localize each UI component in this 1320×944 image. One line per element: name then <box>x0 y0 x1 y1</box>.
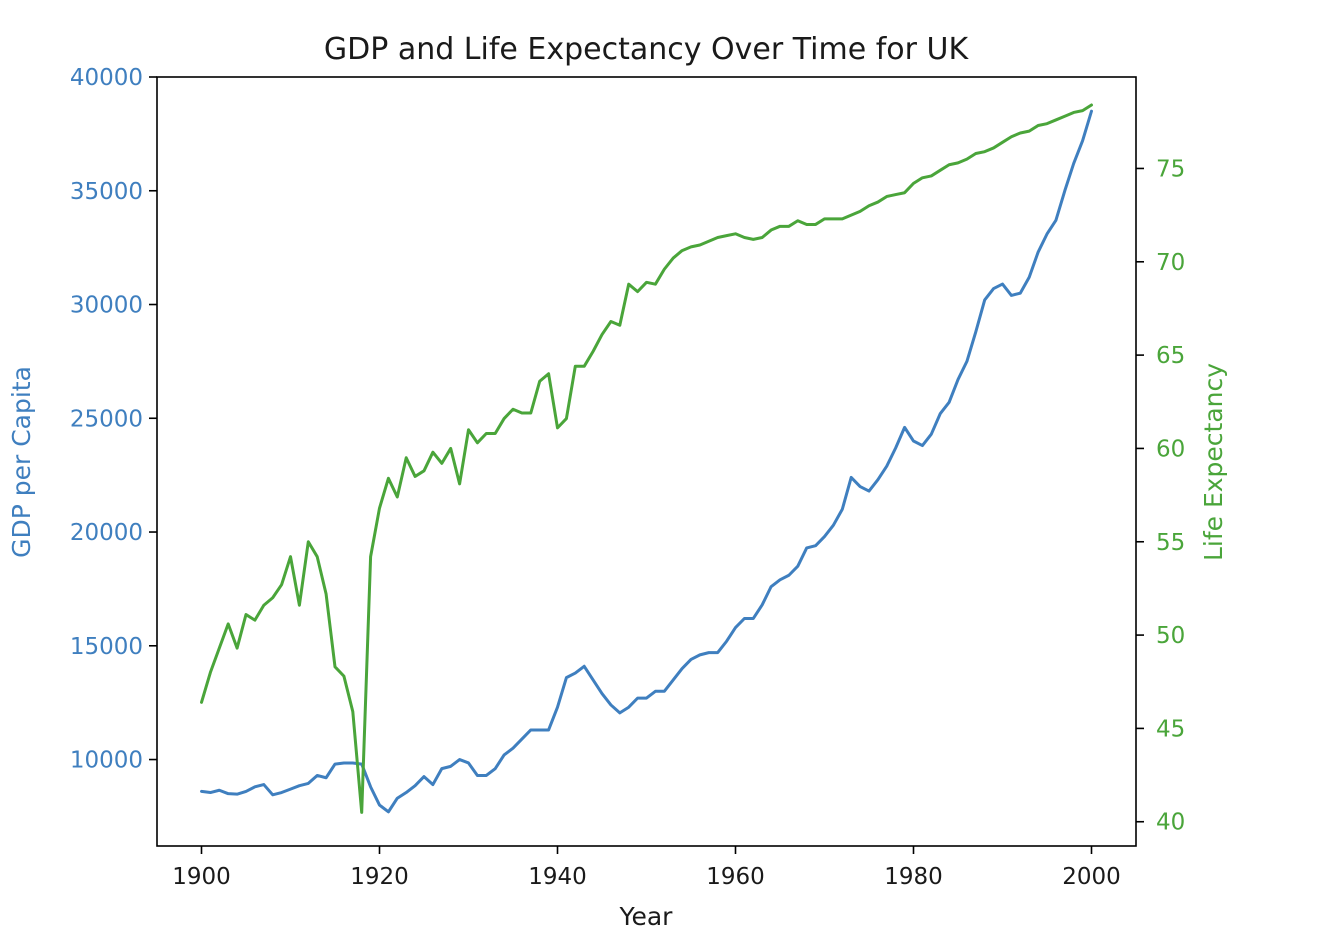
left-y-tick-label: 30000 <box>70 293 143 319</box>
left-y-tick-label: 10000 <box>70 748 143 774</box>
right-y-tick-label: 70 <box>1156 250 1185 276</box>
left-y-tick-label: 35000 <box>70 179 143 205</box>
left-y-axis-label: GDP per Capita <box>7 366 36 558</box>
plot-border <box>156 76 1137 847</box>
left-y-tick-label: 25000 <box>70 406 143 432</box>
right-y-axis-label: Life Expectancy <box>1199 363 1228 561</box>
right-y-tick-label: 65 <box>1156 343 1185 369</box>
x-axis-ticks: 1900 1920 1940 1960 1980 2000 <box>172 846 1121 890</box>
x-tick-label: 2000 <box>1062 864 1121 890</box>
life-expectancy-series-line <box>200 103 1093 814</box>
right-y-tick-label: 45 <box>1156 716 1185 742</box>
x-tick-label: 1980 <box>884 864 943 890</box>
left-y-axis-ticks: 10000 15000 20000 25000 30000 35000 40000 <box>70 65 157 774</box>
gdp-series-line <box>200 109 1093 814</box>
x-tick-label: 1940 <box>528 864 587 890</box>
left-y-tick-label: 15000 <box>70 634 143 660</box>
right-y-tick-label: 55 <box>1156 530 1185 556</box>
left-y-tick-label: 40000 <box>70 65 143 91</box>
x-tick-label: 1920 <box>350 864 409 890</box>
plot-area <box>156 76 1137 847</box>
right-y-axis-ticks: 40 45 50 55 60 65 70 75 <box>1136 156 1185 836</box>
left-y-tick-label: 20000 <box>70 520 143 546</box>
right-y-tick-label: 60 <box>1156 436 1185 462</box>
x-axis-label: Year <box>619 902 674 931</box>
series-layer <box>200 103 1093 814</box>
right-y-tick-label: 75 <box>1156 156 1185 182</box>
right-y-tick-label: 50 <box>1156 623 1185 649</box>
x-tick-label: 1960 <box>706 864 765 890</box>
x-tick-label: 1900 <box>172 864 231 890</box>
right-y-tick-label: 40 <box>1156 810 1185 836</box>
chart-title: GDP and Life Expectancy Over Time for UK <box>324 32 970 67</box>
